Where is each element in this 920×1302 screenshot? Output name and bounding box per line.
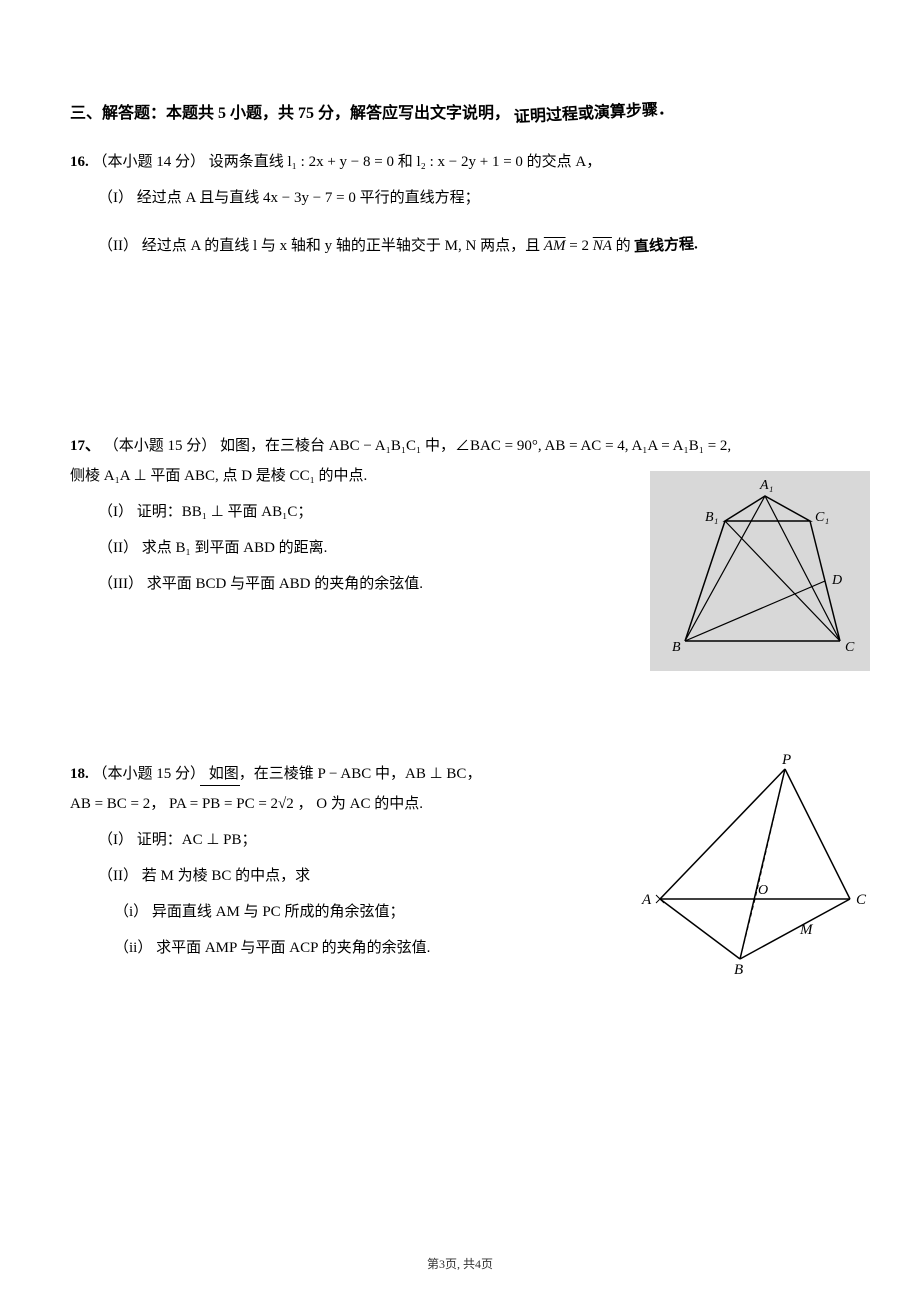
part2-mid: = 2: [569, 238, 589, 254]
section-header: 三、解答题：本题共 5 小题，共 75 分，解答应写出文字说明， 证明过程或演算…: [70, 100, 850, 129]
sub-ii-label: （ii）: [114, 940, 152, 956]
part1-label: （I）: [98, 504, 133, 520]
label-b: B: [672, 640, 681, 655]
sub-ii-text: 求平面 AMP 与平面 ACP 的夹角的余弦值.: [156, 940, 430, 956]
part2-label: （II）: [98, 540, 138, 556]
part1-text: 经过点 A 且与直线 4x − 3y − 7 = 0 平行的直线方程；: [137, 190, 480, 206]
label-d: D: [831, 573, 842, 588]
problem-16-part1: （I） 经过点 A 且与直线 4x − 3y − 7 = 0 平行的直线方程；: [70, 183, 850, 213]
part1-text: 证明：BB₁ ⊥ 平面 AB₁C；: [137, 504, 313, 520]
part2-text-a: 经过点 A 的直线 l 与 x 轴和 y 轴的正半轴交于 M, N 两点，且: [142, 238, 544, 254]
label-b: B: [734, 962, 743, 978]
problem-16-stem-text: 设两条直线 l₁ : 2x + y − 8 = 0 和 l₂ : x − 2y …: [209, 154, 601, 170]
label-c: C: [845, 640, 855, 655]
problem-16-points: （本小题 14 分）: [93, 154, 206, 170]
part2-text-b: 的: [616, 238, 631, 254]
part3-text: 求平面 BCD 与平面 ABD 的夹角的余弦值.: [147, 576, 423, 592]
label-a1: A₁: [759, 478, 773, 493]
problem-18-num: 18.: [70, 766, 89, 782]
problem-17-points: （本小题 15 分）: [104, 438, 217, 454]
figure-17: A₁ B₁ C₁ D B C: [650, 471, 870, 671]
problem-18-stem-a-text: 如图，在三棱锥 P − ABC 中，AB ⊥ BC，: [209, 766, 482, 782]
label-c1: C₁: [815, 510, 829, 525]
problem-16-num: 16.: [70, 154, 89, 170]
label-m: M: [799, 922, 814, 938]
problem-17-num: 17、: [70, 438, 100, 454]
problem-18: 18. （本小题 15 分） 如图，在三棱锥 P − ABC 中，AB ⊥ BC…: [70, 759, 850, 963]
part2-label: （II）: [98, 238, 138, 254]
part1-text: 证明：AC ⊥ PB；: [137, 832, 257, 848]
problem-16: 16. （本小题 14 分） 设两条直线 l₁ : 2x + y − 8 = 0…: [70, 147, 850, 261]
part2-text: 若 M 为棱 BC 的中点，求: [142, 868, 310, 884]
sub-i-label: （i）: [114, 904, 148, 920]
label-c: C: [856, 892, 867, 908]
problem-17-stem: 17、 （本小题 15 分） 如图，在三棱台 ABC − A₁B₁C₁ 中，∠B…: [70, 431, 850, 461]
section-header-tilted: 证明过程或演算步骤．: [513, 96, 674, 133]
label-p: P: [781, 752, 791, 768]
label-o: O: [758, 883, 768, 898]
problem-18-points: （本小题 15 分）: [93, 766, 206, 782]
part2-tilted: 直线方程.: [634, 229, 699, 262]
label-a: A: [641, 892, 652, 908]
section-header-text: 三、解答题：本题共 5 小题，共 75 分，解答应写出文字说明，: [70, 105, 510, 122]
problem-16-part2: （II） 经过点 A 的直线 l 与 x 轴和 y 轴的正半轴交于 M, N 两…: [70, 231, 850, 261]
part1-label: （I）: [98, 832, 133, 848]
vec-na: NA: [593, 238, 612, 254]
problem-17-stem-a: 如图，在三棱台 ABC − A₁B₁C₁ 中，∠BAC = 90°, AB = …: [220, 438, 731, 454]
problem-16-stem: 16. （本小题 14 分） 设两条直线 l₁ : 2x + y − 8 = 0…: [70, 147, 850, 177]
page-footer: 第3页, 共4页: [0, 1255, 920, 1272]
part3-label: （III）: [98, 576, 143, 592]
vec-am: AM: [544, 238, 566, 254]
part1-label: （I）: [98, 190, 133, 206]
figure-18: P A C B O M: [620, 749, 880, 979]
sub-i-text: 异面直线 AM 与 PC 所成的角余弦值；: [152, 904, 405, 920]
part2-label: （II）: [98, 868, 138, 884]
label-b1: B₁: [705, 510, 718, 525]
problem-17: 17、 （本小题 15 分） 如图，在三棱台 ABC − A₁B₁C₁ 中，∠B…: [70, 431, 850, 599]
part2-text: 求点 B₁ 到平面 ABD 的距离.: [142, 540, 328, 556]
